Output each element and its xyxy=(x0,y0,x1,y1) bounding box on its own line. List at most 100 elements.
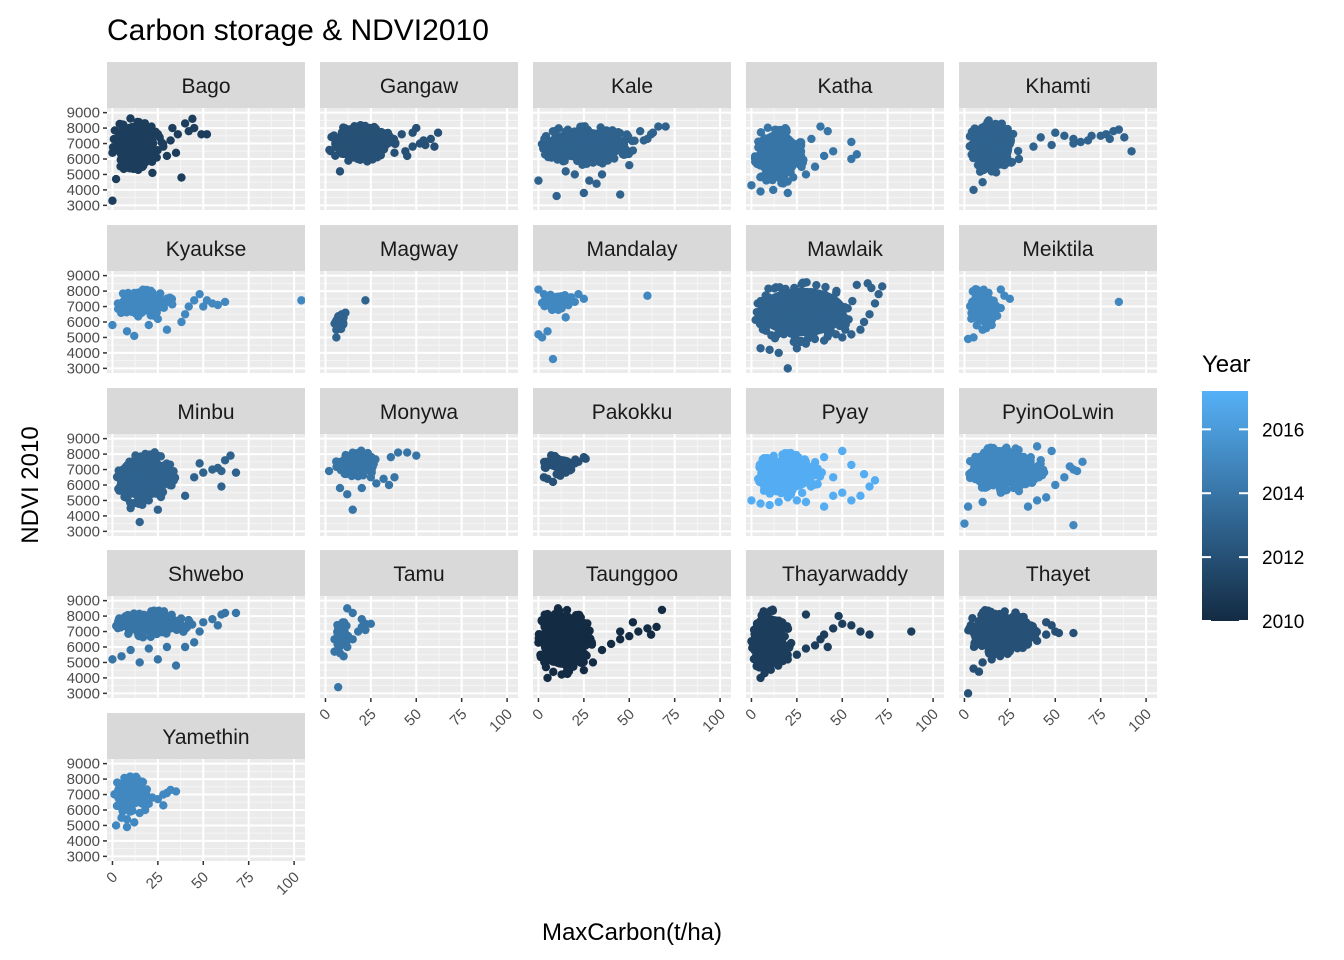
data-point xyxy=(335,483,345,493)
data-point xyxy=(110,126,120,135)
data-point xyxy=(756,673,765,683)
data-point xyxy=(576,613,585,622)
data-point xyxy=(969,333,978,342)
data-point xyxy=(162,476,171,486)
data-point xyxy=(774,497,783,507)
points-layer xyxy=(963,284,1124,344)
points-layer xyxy=(747,122,862,198)
x-tick-label: 0 xyxy=(316,706,334,724)
facet-label: Monywa xyxy=(380,401,459,424)
data-point xyxy=(1025,475,1034,484)
data-point xyxy=(111,821,121,830)
data-point xyxy=(657,605,667,615)
data-point xyxy=(134,631,144,641)
data-point xyxy=(171,787,181,796)
data-point xyxy=(1076,137,1085,147)
data-point xyxy=(865,310,874,319)
data-point xyxy=(184,302,193,311)
data-point xyxy=(1032,442,1042,451)
data-point xyxy=(996,618,1006,627)
data-point xyxy=(358,471,368,480)
data-point xyxy=(119,796,128,805)
data-point xyxy=(766,606,775,615)
data-point xyxy=(974,128,984,137)
data-point xyxy=(756,128,766,137)
data-point xyxy=(963,689,973,698)
data-point xyxy=(785,455,795,464)
data-point xyxy=(180,119,190,128)
data-point xyxy=(770,334,780,343)
data-point xyxy=(980,606,990,615)
data-point xyxy=(339,123,348,132)
data-point xyxy=(561,167,570,176)
data-point xyxy=(623,132,633,141)
x-tick-label: 100 xyxy=(912,706,942,736)
data-point xyxy=(630,136,639,145)
data-point xyxy=(366,473,376,482)
data-point xyxy=(581,454,590,463)
data-point xyxy=(980,304,989,313)
data-point xyxy=(797,471,806,481)
facet-strip xyxy=(533,550,731,596)
data-point xyxy=(819,323,829,333)
data-point xyxy=(189,638,199,647)
data-point xyxy=(231,608,241,618)
data-point xyxy=(112,472,122,482)
data-point xyxy=(115,119,124,129)
data-point xyxy=(828,473,838,482)
data-point xyxy=(1041,493,1051,502)
data-point xyxy=(834,611,843,621)
facet-strip xyxy=(107,388,305,434)
x-tick-label: 100 xyxy=(273,869,303,899)
data-point xyxy=(1014,154,1024,164)
data-point xyxy=(199,618,208,627)
y-tick-label: 6000 xyxy=(67,314,100,331)
data-point xyxy=(1013,625,1023,634)
data-point xyxy=(184,615,193,625)
data-point xyxy=(820,290,830,300)
data-point xyxy=(137,146,147,156)
data-point xyxy=(984,449,993,458)
y-tick-label: 4000 xyxy=(67,670,100,687)
data-point xyxy=(1031,626,1040,635)
points-layer xyxy=(108,606,241,670)
data-point xyxy=(774,627,783,636)
data-point xyxy=(770,167,779,176)
x-tick-label: 0 xyxy=(529,706,547,724)
data-point xyxy=(226,451,235,460)
data-point xyxy=(109,134,119,144)
facet-label: Meiktila xyxy=(1022,238,1094,261)
data-point xyxy=(168,123,177,133)
x-tick-label: 0 xyxy=(742,706,760,724)
points-layer xyxy=(534,285,652,364)
data-point xyxy=(1011,608,1020,617)
data-point xyxy=(792,650,802,659)
y-tick-label: 9000 xyxy=(67,268,100,285)
data-point xyxy=(122,822,132,832)
data-point xyxy=(412,123,421,133)
chart-title: Carbon storage & NDVI2010 xyxy=(107,14,489,47)
data-point xyxy=(549,667,558,677)
points-layer xyxy=(330,296,370,342)
data-point xyxy=(189,123,199,133)
data-point xyxy=(1019,612,1028,622)
points-layer xyxy=(963,606,1078,698)
data-point xyxy=(195,289,204,299)
data-point xyxy=(1023,639,1033,649)
data-point xyxy=(412,451,421,460)
data-point xyxy=(758,136,767,146)
data-point xyxy=(122,477,131,486)
y-tick-label: 8000 xyxy=(67,120,100,137)
y-tick-label: 4000 xyxy=(67,345,100,362)
data-point xyxy=(1065,462,1075,471)
data-point xyxy=(552,296,561,305)
data-point xyxy=(774,658,783,667)
data-point xyxy=(802,278,811,287)
data-point xyxy=(119,131,128,141)
facet-panel-meiktila: Meiktila xyxy=(959,225,1157,373)
data-point xyxy=(599,130,608,140)
data-point xyxy=(874,289,883,299)
data-point xyxy=(573,156,582,166)
data-point xyxy=(199,468,208,477)
points-layer xyxy=(965,116,1136,195)
